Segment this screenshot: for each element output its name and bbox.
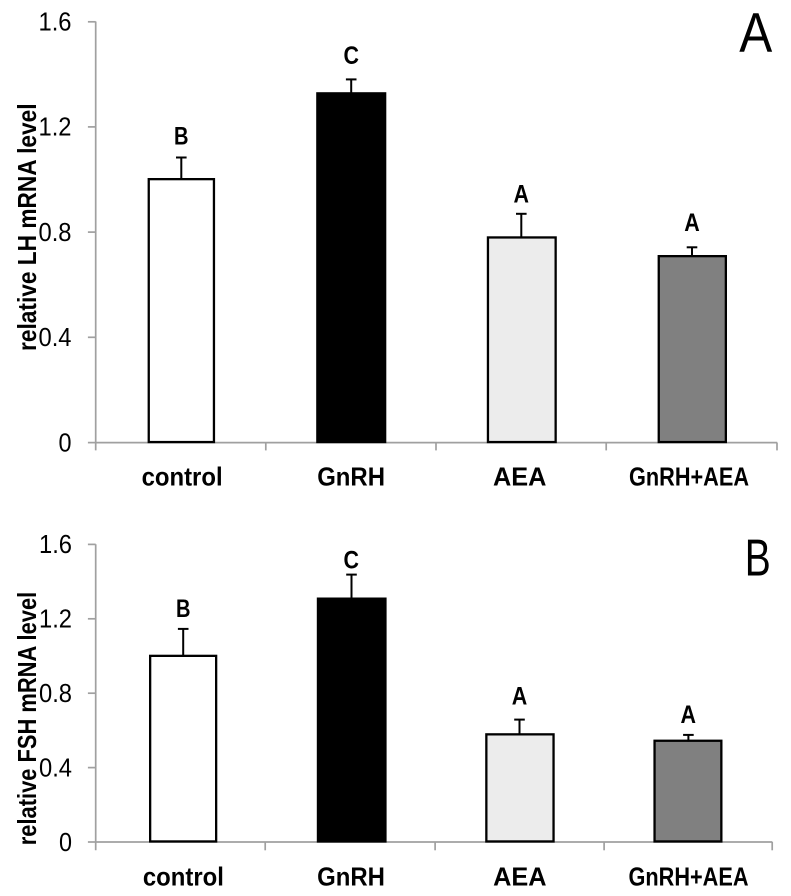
svg-text:0.4: 0.4	[39, 754, 72, 782]
svg-text:A: A	[684, 209, 700, 237]
svg-text:GnRH: GnRH	[317, 861, 385, 891]
svg-text:B: B	[745, 529, 771, 587]
svg-text:0: 0	[59, 429, 72, 457]
svg-text:0.8: 0.8	[39, 219, 72, 247]
svg-text:A: A	[739, 1, 773, 64]
svg-text:control: control	[142, 461, 223, 491]
svg-text:A: A	[512, 682, 528, 710]
svg-text:0.8: 0.8	[39, 680, 72, 708]
svg-text:1.6: 1.6	[39, 531, 72, 559]
svg-text:AEA: AEA	[493, 861, 547, 891]
svg-text:control: control	[143, 861, 224, 891]
svg-text:C: C	[343, 42, 359, 70]
svg-text:AEA: AEA	[493, 461, 547, 491]
svg-text:1.2: 1.2	[39, 114, 72, 142]
svg-text:1.6: 1.6	[39, 9, 72, 37]
svg-text:0.4: 0.4	[39, 324, 72, 352]
svg-text:B: B	[174, 122, 189, 150]
svg-text:0: 0	[59, 829, 72, 857]
svg-text:A: A	[680, 701, 696, 729]
svg-text:GnRH+AEA: GnRH+AEA	[629, 861, 749, 891]
svg-text:relative LH mRNA level: relative LH mRNA level	[12, 103, 42, 351]
svg-text:B: B	[176, 595, 191, 623]
svg-text:GnRH+AEA: GnRH+AEA	[629, 461, 749, 491]
svg-text:1.2: 1.2	[39, 606, 72, 634]
svg-text:GnRH: GnRH	[317, 461, 385, 491]
svg-text:C: C	[344, 546, 360, 574]
svg-text:relative FSH mRNA level: relative FSH mRNA level	[12, 592, 42, 846]
svg-text:A: A	[514, 181, 530, 209]
